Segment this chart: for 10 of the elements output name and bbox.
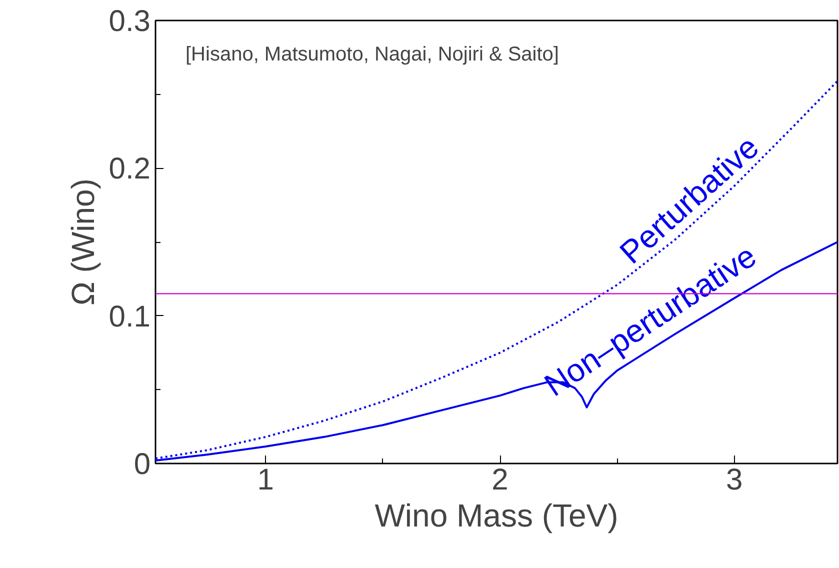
y-axis-title: Ω (Wino) [64,178,101,306]
x-tick-label: 1 [257,464,274,496]
y-tick-label: 0.2 [108,152,151,186]
y-tick-label: 0.3 [108,5,151,38]
x-axis-title: Wino Mass (TeV) [374,498,618,534]
x-tick-label: 3 [726,464,743,496]
y-tick-label: 0 [134,448,151,481]
y-tick-label: 0.1 [108,300,151,334]
annotation: [Hisano, Matsumoto, Nagai, Nojiri & Saito] [186,44,559,66]
x-tick-label: 2 [492,464,508,496]
